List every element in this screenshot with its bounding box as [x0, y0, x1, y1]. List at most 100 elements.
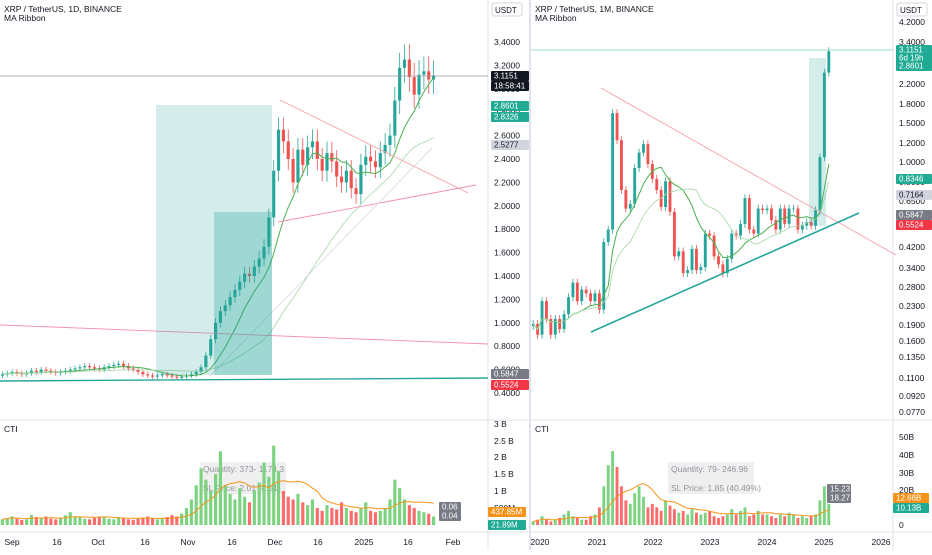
volume-bar — [597, 507, 601, 525]
price-tick-label: 1.8000 — [899, 99, 925, 109]
candle-body — [567, 297, 570, 315]
candle-body — [822, 72, 826, 158]
price-tick-label: 1.2000 — [494, 294, 520, 304]
price-tag-text: 6d 19h — [899, 54, 923, 63]
ma-ribbon-fast — [2, 77, 435, 377]
volume-bar — [20, 519, 24, 525]
candle-body — [218, 311, 222, 323]
volume-tick-label: 1 B — [494, 486, 507, 496]
volume-bar — [228, 493, 232, 525]
currency-button[interactable] — [896, 2, 928, 17]
volume-bar — [54, 519, 58, 525]
volume-bar — [725, 514, 729, 525]
candle-body — [315, 141, 319, 159]
support-line[interactable] — [0, 377, 489, 382]
volume-bar — [39, 518, 43, 525]
price-tag-bg — [491, 71, 529, 81]
time-tick-label: 16 — [140, 537, 150, 547]
volume-bar — [575, 517, 579, 525]
price-tag: 0.8346 — [896, 174, 932, 184]
price-tick-label: 2.4000 — [494, 154, 520, 164]
candle-body — [0, 374, 4, 376]
position-target-zone[interactable] — [809, 58, 826, 226]
volume-bar — [633, 493, 637, 525]
candle-body — [310, 141, 315, 148]
price-tick-label: 1.8000 — [494, 224, 520, 234]
volume-bar — [233, 499, 237, 525]
candle-body — [151, 375, 155, 377]
candle-body — [247, 273, 252, 276]
candle-body — [330, 153, 334, 162]
candle-body — [10, 371, 14, 374]
volume-bar — [752, 514, 756, 525]
volume-bar — [747, 516, 751, 525]
volume-bar — [412, 508, 416, 525]
volume-tick-label: 30B — [899, 468, 914, 478]
price-tag-text: 0.5524 — [494, 381, 519, 390]
candle-body — [422, 71, 426, 75]
triangle-lower-line[interactable] — [277, 184, 477, 223]
candle-body — [699, 267, 703, 271]
volume-bar — [611, 451, 615, 525]
volume-bar — [310, 499, 315, 525]
price-tick-label: 1.5000 — [899, 118, 925, 128]
price-tag: 2.8326 — [491, 112, 529, 122]
time-tick-label: 2026 — [872, 537, 891, 547]
volume-tag: 437.85M — [488, 507, 526, 517]
volume-tag-bg — [439, 511, 461, 521]
triangle-upper-line[interactable] — [279, 99, 469, 194]
volume-bar — [44, 516, 48, 525]
candle-body — [68, 369, 72, 371]
chart-panel-monthly[interactable]: XRP / TetherUS, 1M, BINANCE MA Ribbon USDT… — [531, 0, 932, 550]
time-tick-label: Sep — [4, 537, 19, 547]
triangle-support-line[interactable] — [590, 212, 860, 333]
candle-body — [624, 190, 628, 209]
currency-button[interactable] — [491, 2, 523, 17]
position-target-zone[interactable] — [156, 105, 272, 375]
triangle-upper-line[interactable] — [600, 87, 897, 256]
candle-body — [286, 141, 290, 159]
volume-tag-bg — [488, 507, 526, 517]
volume-bar — [354, 512, 358, 525]
volume-tag-bg — [488, 520, 526, 530]
resistance-line[interactable] — [0, 324, 489, 345]
ma-ribbon-slow — [2, 137, 434, 375]
price-tick-label: 1.0000 — [494, 318, 520, 328]
volume-bar — [606, 465, 610, 525]
diagonal-trend-line[interactable] — [209, 147, 433, 377]
volume-bar — [787, 512, 791, 525]
panel-divider[interactable] — [529, 0, 531, 550]
price-tag: 0.5524 — [896, 220, 932, 230]
volume-bar — [792, 514, 795, 525]
volume-bar — [78, 517, 82, 525]
volume-bar — [63, 515, 67, 525]
candle-body — [611, 113, 615, 230]
volume-tag: 21.89M — [488, 520, 526, 530]
volume-bar — [814, 514, 817, 525]
volume-tag: 0.06 — [439, 502, 461, 512]
candle-body — [708, 233, 712, 236]
time-tick-label: 2022 — [644, 537, 663, 547]
candle-body — [695, 248, 698, 271]
chart-panel-daily[interactable]: XRP / TetherUS, 1D, BINANCE MA Ribbon USDT… — [0, 0, 529, 550]
candle-body — [545, 301, 548, 319]
candle-body — [672, 211, 676, 257]
volume-bar — [126, 519, 130, 525]
volume-bar — [624, 500, 628, 525]
candle-body — [747, 198, 751, 230]
volume-bar — [690, 509, 694, 525]
volume-bar — [88, 519, 92, 525]
price-tag: 0.5847 — [896, 210, 932, 220]
price-tick-label: 0.8000 — [494, 341, 520, 351]
price-tag-text: 18:58:41 — [494, 82, 526, 91]
price-tag-bg — [491, 81, 529, 91]
candle-body — [88, 366, 92, 368]
volume-bar — [121, 518, 126, 525]
volume-bar — [349, 510, 353, 525]
candle-body — [141, 371, 145, 375]
position-entry-zone[interactable] — [214, 212, 272, 375]
volume-tag: 15.23 — [827, 484, 851, 494]
candle-body — [359, 164, 363, 195]
